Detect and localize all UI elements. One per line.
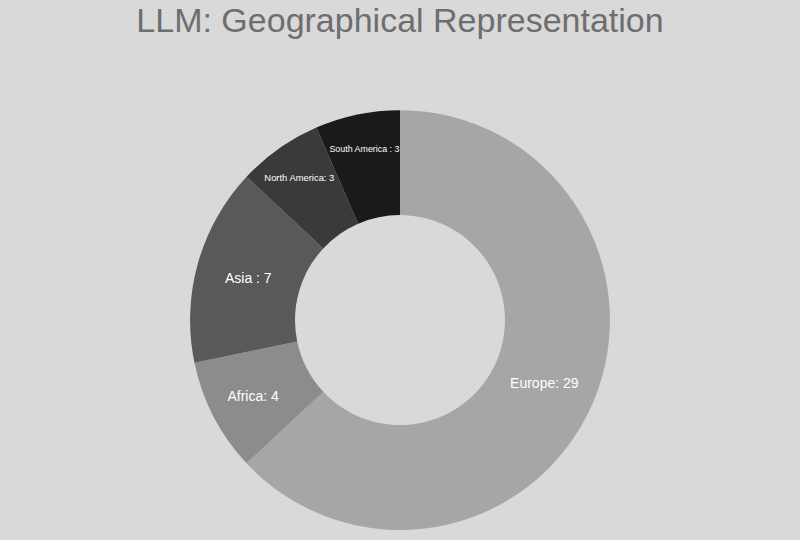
svg-text:Africa: 4: Africa: 4 bbox=[227, 388, 279, 404]
svg-text:South America : 3: South America : 3 bbox=[329, 144, 399, 154]
svg-text:LLM: Geographical Representati: LLM: Geographical Representation bbox=[136, 1, 663, 39]
svg-text:Asia : 7: Asia : 7 bbox=[225, 270, 272, 286]
svg-text:North America: 3: North America: 3 bbox=[264, 172, 334, 183]
svg-text:Europe: 29: Europe: 29 bbox=[510, 375, 579, 391]
